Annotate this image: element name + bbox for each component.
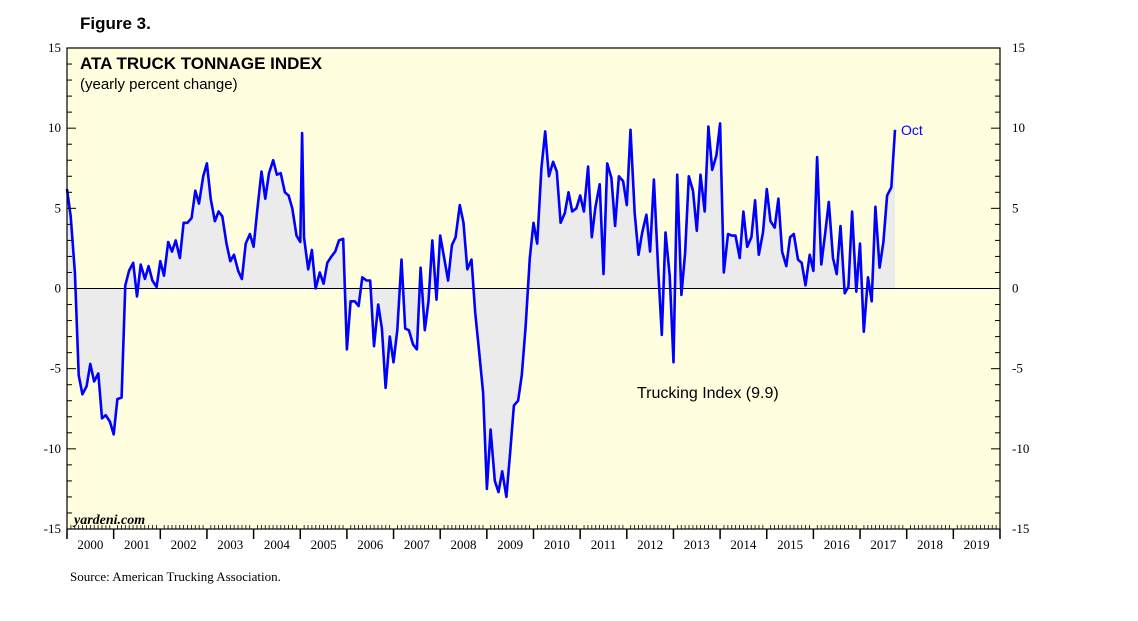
x-tick-label: 2019 (964, 537, 990, 552)
series-line (65, 122, 897, 499)
y-tick-label-left: 15 (48, 40, 61, 55)
y-tick-label-right: -15 (1012, 521, 1029, 536)
y-tick-label-right: 0 (1012, 281, 1019, 296)
series-label: Trucking Index (9.9) (637, 385, 779, 402)
x-tick-label: 2005 (311, 537, 337, 552)
x-tick-label: 2009 (497, 537, 523, 552)
y-axis-right: 15 10 5 0 -5 -10 -15 (991, 40, 1029, 536)
y-tick-label-right: 5 (1012, 200, 1019, 215)
y-tick-label-left: 10 (48, 120, 61, 135)
x-tick-label: 2013 (684, 537, 710, 552)
chart-subtitle: (yearly percent change) (80, 76, 238, 93)
x-axis: 2000 2001 2002 2003 2004 2005 2006 2007 2008 2009… (66, 525, 1001, 552)
x-tick-label: 2016 (824, 537, 851, 552)
end-label: Oct (901, 122, 923, 138)
source-note: Source: American Trucking Association. (70, 569, 281, 584)
x-tick-label: 2018 (917, 537, 943, 552)
x-tick-label: 2002 (171, 537, 197, 552)
y-tick-label-right: 10 (1012, 120, 1025, 135)
y-tick-label-left: -15 (44, 521, 61, 536)
trucking-index-line (65, 122, 897, 499)
x-tick-label: 2015 (777, 537, 803, 552)
x-tick-label: 2017 (870, 537, 897, 552)
y-tick-label-right: -5 (1012, 361, 1023, 376)
x-tick-label: 2006 (357, 537, 384, 552)
x-tick-label: 2012 (637, 537, 663, 552)
y-tick-label-left: 0 (55, 281, 62, 296)
x-tick-label: 2008 (451, 537, 477, 552)
y-axis-left: 15 10 5 0 -5 -10 -15 (44, 40, 76, 536)
y-tick-label-left: -5 (50, 361, 61, 376)
x-tick-label: 2003 (217, 537, 243, 552)
chart-title: ATA TRUCK TONNAGE INDEX (80, 54, 323, 73)
x-tick-label: 2007 (404, 537, 431, 552)
y-tick-label-right: -10 (1012, 441, 1029, 456)
x-tick-label: 2004 (264, 537, 291, 552)
y-tick-label-right: 15 (1012, 40, 1025, 55)
x-tick-label: 2001 (124, 537, 150, 552)
y-tick-label-left: 5 (55, 200, 62, 215)
watermark: yardeni.com (72, 513, 145, 528)
x-tick-label: 2000 (77, 537, 103, 552)
y-tick-label-left: -10 (44, 441, 61, 456)
figure-label: Figure 3. (80, 14, 151, 33)
x-tick-label: 2011 (591, 537, 617, 552)
x-tick-label: 2014 (730, 537, 757, 552)
x-tick-label: 2010 (544, 537, 570, 552)
